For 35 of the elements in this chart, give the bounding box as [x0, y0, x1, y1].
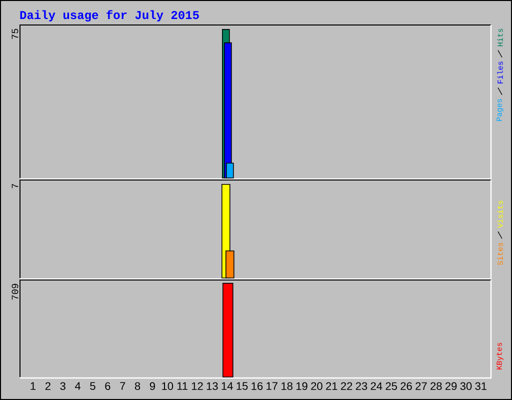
x-tick-label: 12 — [192, 382, 203, 390]
x-tick-label: 11 — [177, 382, 188, 390]
text: 75 — [12, 28, 18, 39]
text: 709 — [12, 284, 18, 300]
x-tick-label: 30 — [460, 382, 472, 390]
x-tick-label: 25 — [386, 382, 397, 390]
chart-title: Daily usage for July 2015 — [20, 10, 199, 22]
x-tick-label: 16 — [252, 382, 263, 390]
x-tick-label: 18 — [282, 382, 292, 390]
x-tick-label: 28 — [430, 382, 442, 390]
x-tick-label: 24 — [370, 382, 382, 390]
x-tick-label: 14 — [222, 382, 233, 390]
x-tick-label: 19 — [296, 382, 308, 390]
x-tick-label: 9 — [150, 382, 155, 390]
x-tick-label: 1 — [30, 382, 36, 390]
x-tick-label: 6 — [105, 382, 110, 390]
x-tick-label: 31 — [475, 382, 486, 390]
x-tick-label: 20 — [311, 382, 322, 390]
x-tick-label: 7 — [120, 382, 126, 390]
text: 7 — [12, 184, 18, 188]
x-tick-label: 4 — [74, 382, 81, 390]
x-tick-label: 5 — [90, 382, 96, 390]
x-tick-label: 13 — [206, 382, 218, 390]
x-tick-label: 27 — [416, 382, 427, 390]
x-tick-label: 10 — [162, 382, 174, 390]
x-tick-label: 2 — [45, 382, 50, 390]
x-tick-label: 15 — [236, 382, 248, 390]
x-tick-label: 29 — [445, 382, 457, 390]
x-tick-label: 8 — [134, 382, 140, 390]
x-tick-label: 17 — [266, 382, 278, 390]
x-tick-label: 3 — [60, 382, 66, 390]
x-tick-label: 26 — [400, 382, 412, 390]
x-tick-label: 23 — [356, 382, 368, 390]
x-tick-label: 21 — [326, 382, 338, 390]
x-tick-label: 22 — [340, 382, 352, 390]
